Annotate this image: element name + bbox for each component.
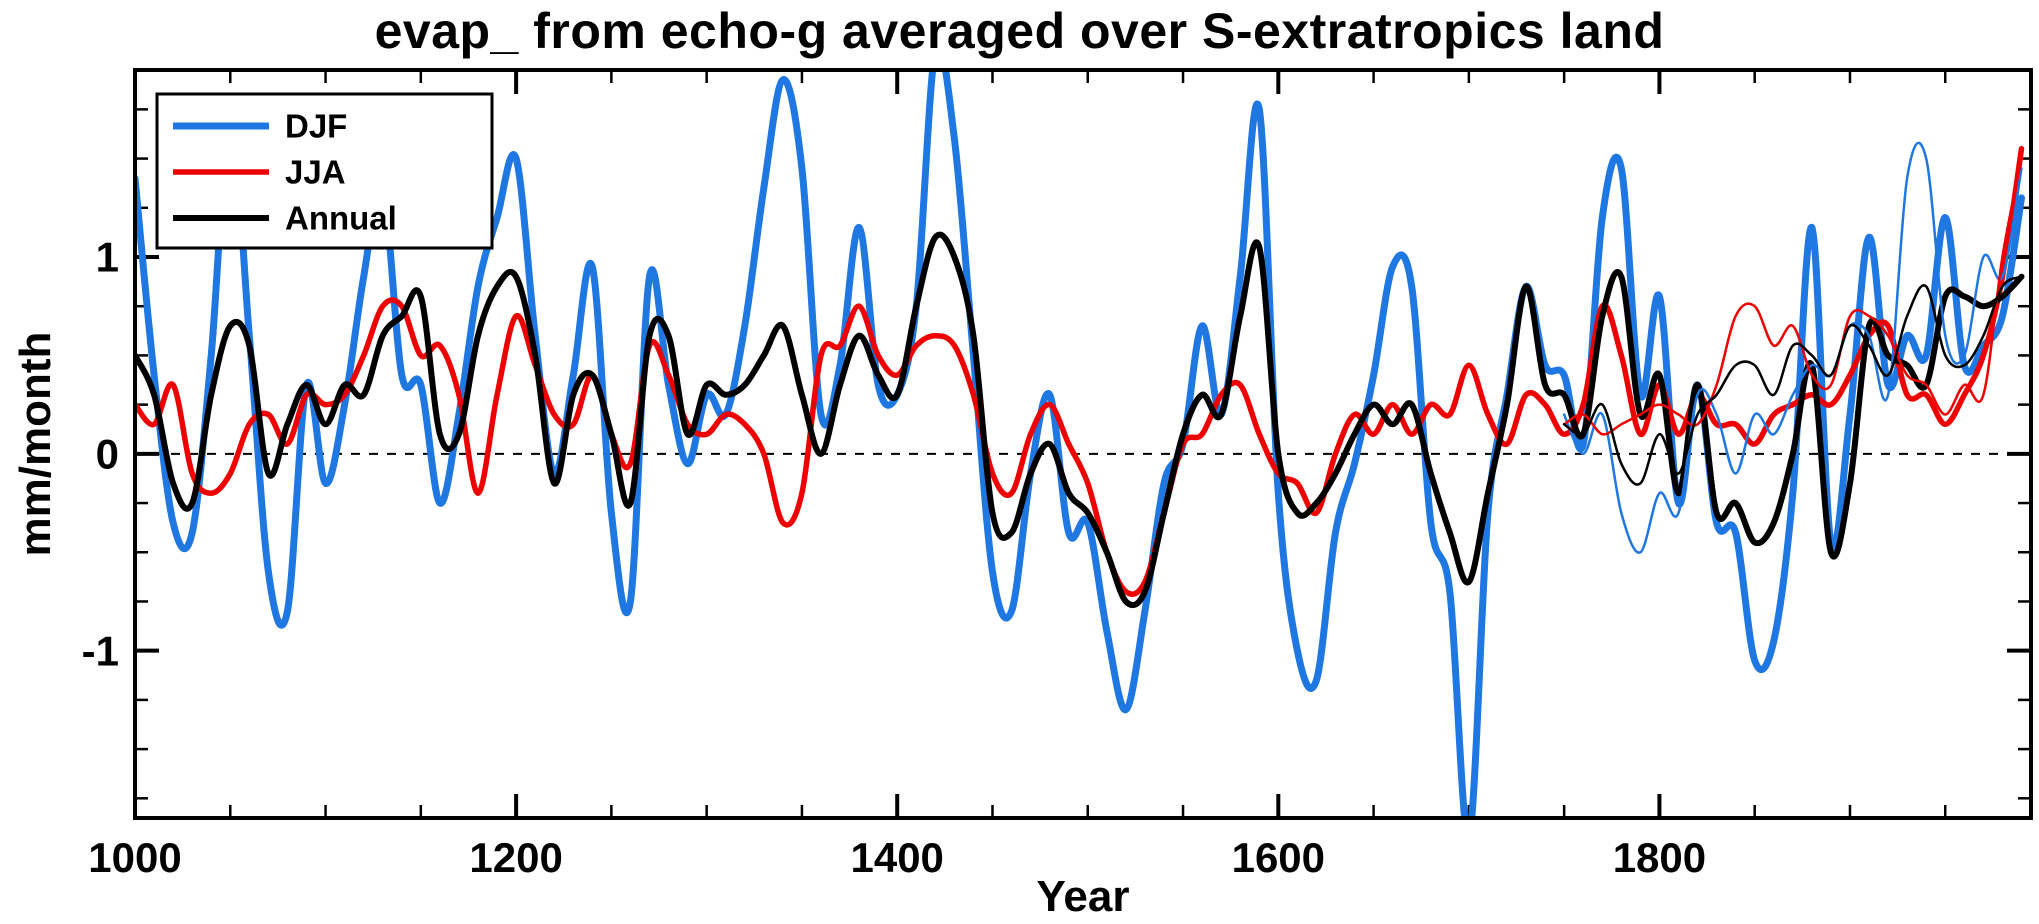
series-jja-thin-member-line — [1562, 157, 2023, 436]
legend-label-djf: DJF — [285, 108, 347, 145]
series-annual-thin-member-line — [1562, 275, 2023, 486]
legend: DJF JJA Annual — [155, 92, 494, 250]
legend-label-jja: JJA — [285, 154, 346, 191]
y-tick-label: 1 — [96, 234, 119, 281]
series-jja-line — [135, 145, 2025, 597]
x-tick-label: 1200 — [469, 834, 562, 881]
chart-title: evap_ from echo-g averaged over S-extrat… — [374, 3, 1665, 59]
x-tick-label: 1000 — [88, 834, 181, 881]
plot-frame — [133, 68, 2033, 820]
y-tick-label: 0 — [96, 431, 119, 478]
x-tick-label: 1800 — [1613, 834, 1706, 881]
axis-ticks: 1000 1200 1400 1600 1800 -1 0 1 — [82, 70, 2031, 881]
legend-label-annual: Annual — [285, 200, 397, 237]
x-tick-label: 1400 — [850, 834, 943, 881]
series-annual-line — [135, 231, 2025, 609]
x-axis-label: Year — [1036, 872, 1130, 921]
x-tick-label: 1600 — [1232, 834, 1325, 881]
series-djf-thin-member-line — [1562, 141, 2023, 554]
y-tick-label: -1 — [82, 627, 119, 674]
